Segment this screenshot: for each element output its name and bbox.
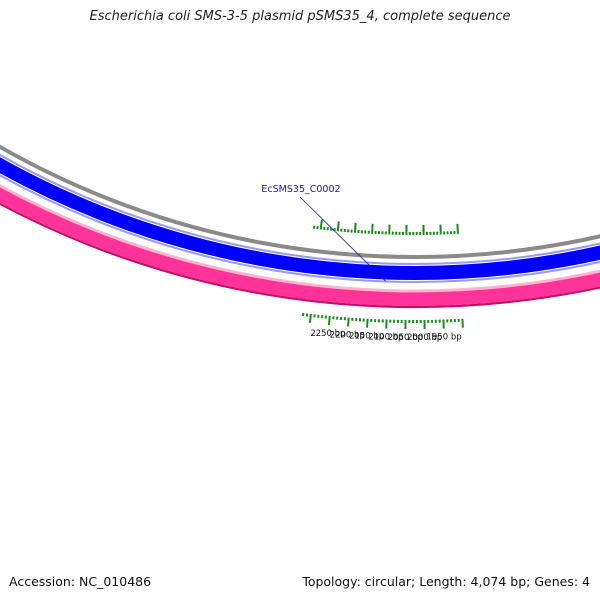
inner-ticks	[312, 219, 459, 236]
tick-label-2250: 2250 bp	[310, 329, 345, 339]
forward-track-inner-shade	[0, 183, 600, 293]
topology-summary: Topology: circular; Length: 4,074 bp; Ge…	[302, 574, 590, 589]
tick-label-2150: 2150 bp	[349, 332, 384, 342]
inner-major-tick	[371, 223, 374, 234]
gene-label-leader-line	[299, 196, 387, 282]
inner-major-tick	[353, 222, 357, 233]
major-tick	[347, 317, 350, 327]
tick-label-2000: 2000 bp	[407, 333, 442, 343]
tick-label-1950: 1950 bp	[427, 333, 462, 343]
major-tick	[327, 315, 331, 326]
forward-track	[0, 186, 600, 306]
accession-text: Accession: NC_010486	[9, 574, 152, 589]
reverse-track-inner-shade	[0, 153, 600, 265]
gene-labels: EcSMS35_C0002	[261, 184, 387, 282]
tick-label-2100: 2100 bp	[368, 333, 403, 343]
reverse-track	[0, 157, 600, 280]
inner-major-tick	[456, 223, 459, 234]
major-tick	[308, 313, 312, 324]
forward-track-outer-edge	[0, 202, 600, 308]
tracks-layer	[0, 144, 600, 308]
outer-ticks	[302, 312, 464, 329]
tick-label-2200: 2200 bp	[330, 330, 365, 340]
backbone-ring	[0, 144, 600, 259]
gene-label-0: EcSMS35_C0002	[261, 184, 340, 195]
inner-major-tick	[336, 221, 340, 232]
reverse-track-outer-shade	[0, 174, 600, 283]
tick-label-2050: 2050 bp	[388, 333, 423, 343]
inner-major-tick	[319, 219, 323, 230]
map-title: Escherichia coli SMS-3-5 plasmid pSMS35_…	[89, 9, 511, 24]
